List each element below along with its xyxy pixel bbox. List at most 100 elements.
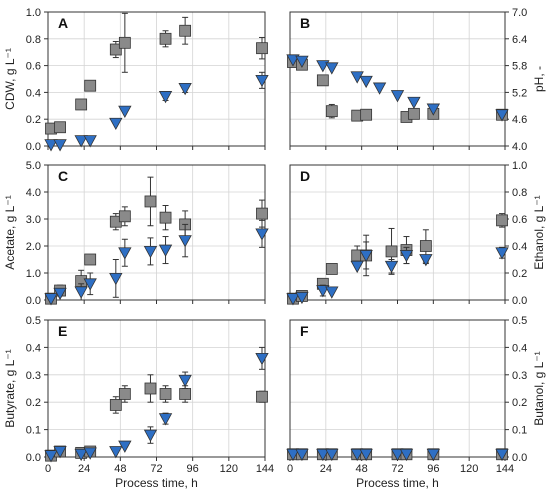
data-point-triangle — [384, 260, 399, 274]
y-tick-label: 0.2 — [512, 268, 527, 280]
y-axis-label: Acetate, g L⁻¹ — [3, 195, 17, 269]
data-point-triangle — [495, 247, 509, 260]
y-tick-label: 1.0 — [512, 160, 527, 172]
y-tick-label: 2.0 — [26, 241, 41, 253]
data-point-triangle — [109, 117, 123, 131]
data-point-triangle — [286, 54, 300, 67]
data-point-triangle — [158, 244, 173, 257]
y-axis-label: pH, - — [532, 66, 546, 92]
data-point-square — [109, 399, 122, 411]
data-point-square — [118, 210, 131, 223]
x-tick-label: 0 — [287, 463, 293, 475]
x-tick-label: 144 — [256, 463, 274, 475]
x-tick-label: 48 — [114, 463, 126, 475]
data-point-square — [118, 388, 131, 400]
y-tick-label: 0.5 — [26, 315, 41, 327]
y-tick-label: 0.4 — [512, 241, 527, 253]
panel-letter: F — [300, 323, 309, 339]
y-tick-label: 0.0 — [26, 141, 41, 153]
x-tick-label: 24 — [78, 463, 90, 475]
x-axis-label: Process time, h — [115, 476, 198, 490]
data-point-triangle — [53, 287, 67, 301]
data-point-square — [408, 107, 420, 120]
y-tick-label: 0.4 — [26, 87, 41, 99]
data-point-triangle — [118, 440, 132, 453]
y-tick-label: 7.0 — [512, 7, 527, 19]
data-point-square — [144, 195, 157, 208]
y-axis-label: CDW, g L⁻¹ — [3, 48, 17, 110]
data-point-triangle — [74, 135, 88, 148]
data-point-square — [159, 211, 172, 224]
data-point-triangle — [286, 448, 300, 462]
data-point-triangle — [295, 291, 309, 305]
data-point-triangle — [143, 245, 158, 259]
data-point-triangle — [316, 448, 330, 462]
data-point-square — [256, 42, 268, 55]
data-point-triangle — [178, 374, 192, 388]
y-tick-label: 0.3 — [512, 370, 527, 382]
data-point-triangle — [325, 286, 339, 299]
panel-letter: D — [300, 168, 310, 184]
data-point-square — [496, 214, 508, 227]
y-tick-label: 0.2 — [26, 397, 41, 409]
data-point-triangle — [53, 446, 67, 459]
y-axis-label: Butyrate, g L⁻¹ — [3, 349, 17, 427]
data-point-square — [256, 207, 268, 220]
data-point-triangle — [83, 278, 97, 291]
data-point-triangle — [118, 247, 132, 260]
data-point-square — [385, 245, 398, 258]
y-tick-label: 0.5 — [512, 315, 527, 327]
y-tick-label: 1.0 — [26, 7, 41, 19]
y-tick-label: 0.6 — [512, 214, 527, 226]
x-tick-label: 96 — [187, 463, 199, 475]
data-point-square — [118, 36, 131, 49]
data-point-triangle — [109, 272, 123, 286]
data-point-triangle — [255, 352, 269, 366]
y-tick-label: 0.4 — [512, 342, 527, 354]
y-tick-label: 0.0 — [26, 295, 41, 307]
data-point-triangle — [178, 235, 192, 248]
data-point-triangle — [372, 82, 387, 95]
data-point-triangle — [325, 448, 339, 462]
x-tick-label: 72 — [150, 463, 162, 475]
data-point-square — [325, 263, 338, 275]
data-point-square — [179, 24, 192, 37]
data-point-triangle — [44, 450, 58, 463]
y-tick-label: 4.0 — [26, 187, 41, 199]
data-point-triangle — [74, 286, 88, 299]
data-point-triangle — [53, 139, 67, 152]
y-tick-label: 0.1 — [512, 425, 527, 437]
y-tick-label: 0.4 — [26, 342, 41, 354]
panel-a: 0.0 0.2 0.4 0.6 0.8 1.0 CDW, g L⁻¹ A — [3, 7, 269, 153]
y-tick-label: 5.2 — [512, 87, 527, 99]
y-tick-label: 0.2 — [512, 397, 527, 409]
data-point-triangle — [44, 139, 58, 152]
x-tick-label: 120 — [460, 463, 478, 475]
panel-c: 0.0 1.0 2.0 3.0 4.0 5.0 Acetate, g L⁻¹ C — [3, 160, 269, 307]
panel-letter: A — [58, 15, 68, 31]
data-point-triangle — [109, 446, 123, 459]
y-tick-label: 4.0 — [512, 141, 527, 153]
data-point-triangle — [350, 448, 364, 462]
data-point-triangle — [359, 75, 373, 89]
data-point-triangle — [495, 109, 509, 122]
data-point-triangle — [359, 250, 373, 263]
y-axis-label: Butanol, g L⁻¹ — [532, 351, 546, 425]
data-point-square — [84, 253, 97, 266]
y-tick-label: 0.3 — [26, 370, 41, 382]
data-point-triangle — [390, 90, 405, 103]
y-tick-label: 0.8 — [512, 187, 527, 199]
data-point-triangle — [325, 62, 339, 75]
data-point-triangle — [118, 105, 132, 118]
data-point-triangle — [295, 448, 309, 462]
data-point-triangle — [74, 448, 88, 462]
data-point-triangle — [426, 448, 441, 462]
data-point-square — [256, 390, 268, 403]
x-tick-label: 0 — [45, 463, 51, 475]
y-tick-label: 1.0 — [26, 268, 41, 280]
y-tick-label: 4.6 — [512, 114, 527, 126]
data-point-square — [144, 382, 157, 395]
y-tick-label: 0.8 — [26, 34, 41, 46]
x-tick-label: 72 — [391, 463, 403, 475]
